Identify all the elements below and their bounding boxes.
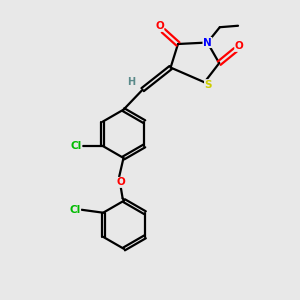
Text: O: O bbox=[235, 41, 244, 51]
Text: Cl: Cl bbox=[69, 205, 80, 215]
Text: S: S bbox=[205, 80, 212, 90]
Text: O: O bbox=[116, 177, 125, 188]
Text: H: H bbox=[128, 77, 136, 87]
Text: O: O bbox=[155, 21, 164, 31]
Text: N: N bbox=[203, 38, 212, 47]
Text: Cl: Cl bbox=[70, 141, 82, 151]
